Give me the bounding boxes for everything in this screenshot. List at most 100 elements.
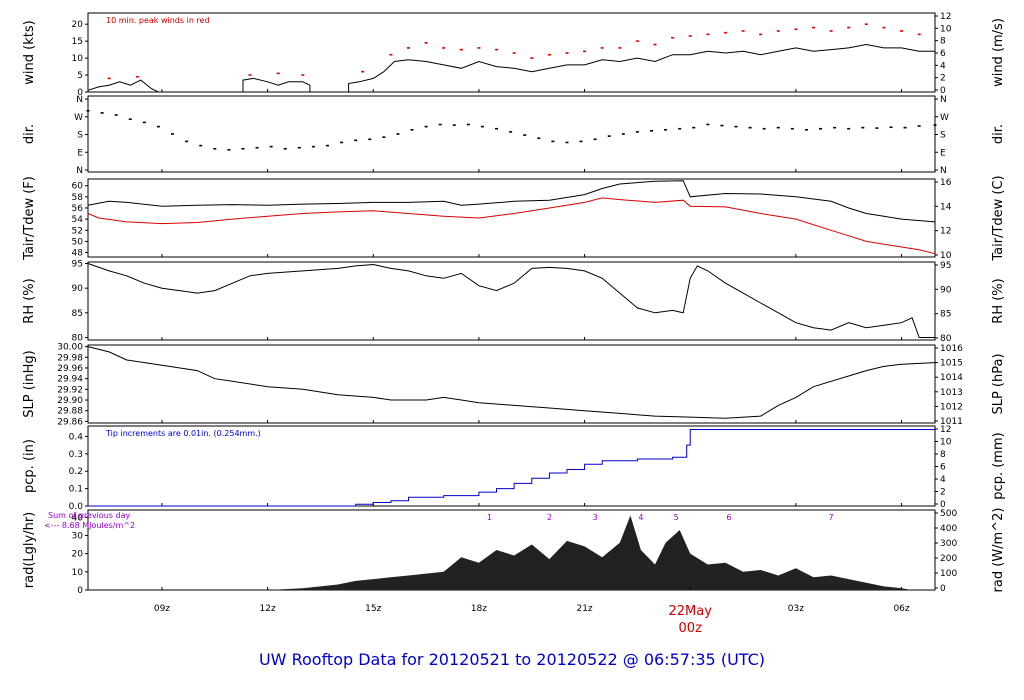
x-tick-label: 12z: [260, 604, 276, 614]
y-tick-label-left: 50: [72, 237, 84, 247]
y-tick-label-left: N: [76, 95, 83, 105]
y-tick-label-right: 16: [940, 178, 952, 188]
rad-note-line1: Sum of previous day: [48, 511, 130, 520]
data-point-wind: [361, 70, 365, 73]
data-point-wind: [600, 47, 604, 49]
data-point-dir: [678, 127, 682, 130]
data-point-dir: [283, 147, 287, 150]
y-tick-label-right: 85: [940, 310, 951, 320]
data-point-dir: [142, 121, 146, 124]
panel-note-pcp: Tip increments are 0.01in. (0.254mm.): [105, 429, 261, 438]
data-point-wind: [688, 35, 692, 37]
y-tick-label-right: 0: [940, 584, 946, 594]
y-tick-label-right: 8: [940, 37, 946, 47]
panel-frame-dir: [87, 95, 936, 173]
data-point-wind: [847, 26, 851, 29]
series-area-rad: [267, 515, 913, 590]
y-tick-label-right: 0: [940, 86, 946, 96]
data-point-dir: [269, 145, 273, 148]
page-title: UW Rooftop Data for 20120521 to 20120522…: [258, 650, 766, 669]
y-tick-label-left: 29.92: [57, 385, 83, 395]
data-point-dir: [875, 127, 879, 129]
rad-marker-2: 2: [547, 513, 552, 522]
y-tick-label-right: N: [940, 95, 947, 105]
data-point-dir: [185, 140, 189, 143]
y-tick-label-right: 8: [940, 450, 946, 460]
date-label-hour: 00z: [679, 621, 703, 636]
data-point-wind: [811, 26, 815, 29]
data-point-dir: [255, 146, 259, 149]
y-tick-label-left: 0.0: [69, 502, 84, 512]
x-tick-label: 15z: [365, 604, 381, 614]
y-tick-label-left: 48: [72, 249, 84, 259]
panel-frame-pcp: [87, 425, 936, 507]
data-point-wind: [653, 43, 657, 46]
y-tick-label-left: 29.88: [57, 407, 83, 417]
data-point-wind: [671, 36, 675, 39]
data-point-dir: [410, 128, 414, 131]
y-tick-label-right: 4: [940, 475, 946, 485]
x-tick-label: 03z: [788, 604, 804, 614]
data-point-wind: [389, 53, 393, 56]
rad-marker-6: 6: [726, 513, 731, 522]
data-point-dir: [452, 124, 456, 126]
y-tick-label-left: 0.2: [69, 467, 83, 477]
y-tick-label-right: 12: [940, 227, 951, 237]
y-axis-label-right: Tair/Tdew (C): [991, 175, 1006, 261]
data-point-wind: [107, 77, 111, 80]
y-tick-label-right: 80: [940, 334, 952, 344]
data-point-dir: [776, 126, 780, 129]
y-tick-label-left: 56: [72, 204, 84, 214]
data-point-wind: [583, 50, 587, 53]
y-tick-label-right: 12: [940, 12, 951, 22]
panel-frame-slp: [87, 344, 936, 424]
y-tick-label-left: 29.94: [57, 375, 83, 385]
data-point-dir: [917, 125, 921, 127]
y-tick-label-left: 0: [77, 586, 83, 596]
y-tick-label-right: 1016: [940, 344, 963, 354]
panel-frame-rh: [87, 261, 936, 341]
data-point-dir: [804, 128, 808, 131]
data-point-dir: [297, 146, 301, 149]
y-tick-label-right: 500: [940, 509, 957, 519]
data-point-wind: [759, 33, 763, 36]
data-point-wind: [459, 48, 463, 51]
data-point-wind: [276, 72, 280, 75]
data-point-dir: [621, 133, 625, 135]
y-axis-label-right: dir.: [991, 124, 1006, 144]
data-point-dir: [635, 131, 639, 133]
data-point-dir: [128, 118, 132, 121]
data-point-dir: [227, 149, 231, 151]
y-tick-label-right: 95: [940, 261, 951, 271]
y-tick-label-right: 90: [940, 285, 952, 295]
data-point-dir: [241, 147, 245, 150]
data-point-wind: [301, 74, 305, 76]
data-point-dir: [114, 114, 118, 116]
data-point-dir: [593, 138, 597, 141]
data-point-dir: [424, 125, 428, 128]
y-tick-label-right: 10: [940, 24, 952, 34]
data-point-wind: [900, 30, 904, 32]
panel-frame-wind: [87, 12, 936, 93]
series-line-wind: [87, 43, 935, 93]
y-tick-label-left: 40: [72, 513, 84, 523]
data-point-wind: [706, 33, 710, 36]
y-axis-label-left: pcp. (in): [22, 439, 37, 493]
panel-note-wind: 10 min. peak winds in red: [106, 16, 210, 25]
data-point-wind: [248, 74, 252, 76]
data-point-wind: [530, 57, 534, 59]
y-tick-label-left: 29.98: [57, 353, 83, 363]
data-point-dir: [607, 135, 611, 137]
data-point-dir: [819, 127, 823, 130]
y-axis-label-right: wind (m/s): [991, 18, 1006, 87]
y-tick-label-right: 400: [940, 524, 957, 534]
y-tick-label-left: 20: [72, 550, 84, 560]
data-point-dir: [368, 138, 372, 141]
data-point-dir: [396, 133, 400, 135]
data-point-dir: [325, 144, 329, 147]
data-point-dir: [903, 126, 907, 129]
y-tick-label-left: 10: [72, 568, 84, 578]
y-tick-label-left: 0.4: [69, 432, 84, 442]
data-point-wind: [477, 47, 481, 49]
y-axis-label-right: rad (W/m^2): [991, 508, 1006, 593]
